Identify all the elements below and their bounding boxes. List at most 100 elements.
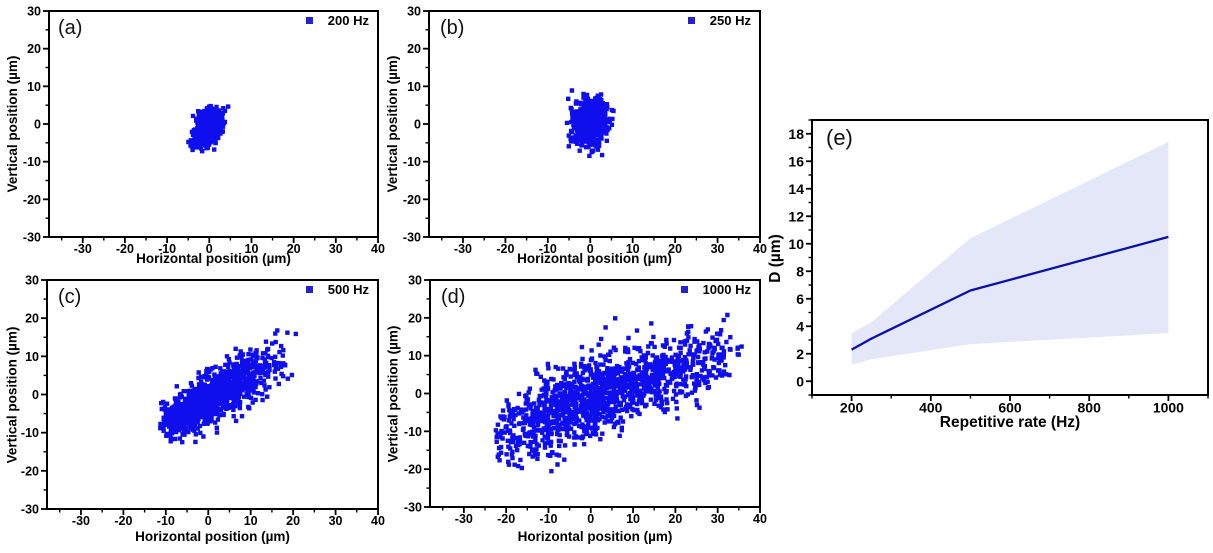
svg-text:-20: -20: [116, 242, 134, 256]
panel-e-x-axis-title: Repetitive rate (Hz): [939, 414, 1081, 431]
svg-text:-20: -20: [496, 242, 514, 256]
svg-text:40: 40: [371, 514, 385, 528]
svg-text:-30: -30: [404, 501, 422, 515]
svg-text:-10: -10: [23, 155, 41, 169]
svg-text:10: 10: [626, 512, 640, 526]
svg-text:-20: -20: [21, 464, 39, 478]
svg-text:16: 16: [788, 153, 804, 169]
svg-text:0: 0: [206, 242, 213, 256]
svg-text:10: 10: [407, 80, 421, 94]
svg-text:6: 6: [796, 291, 804, 307]
svg-text:-30: -30: [72, 514, 90, 528]
panel-d-label: (d): [441, 286, 466, 308]
svg-text:-20: -20: [403, 193, 421, 207]
svg-text:800: 800: [1078, 400, 1102, 416]
svg-text:-10: -10: [21, 426, 39, 440]
svg-text:10: 10: [626, 242, 640, 256]
svg-text:-30: -30: [23, 231, 41, 245]
panel-b-y-axis-title: Vertical position (µm): [385, 55, 400, 193]
panel-c-legend: 500 Hz: [305, 282, 369, 297]
svg-text:-10: -10: [539, 242, 557, 256]
panel-c-y-axis-title: Vertical position (µm): [4, 326, 20, 464]
svg-text:600: 600: [998, 400, 1022, 416]
panel-b-legend-label: 250 Hz: [709, 13, 751, 28]
square-marker-icon: [680, 286, 688, 293]
svg-text:10: 10: [245, 242, 259, 256]
svg-text:1000: 1000: [1153, 400, 1184, 416]
panel-c-legend-label: 500 Hz: [327, 282, 369, 297]
svg-text:-20: -20: [497, 512, 515, 526]
panel-d-x-axis-title: Horizontal position (µm): [517, 529, 673, 544]
panel-a-x-axis-title: Horizontal position (µm): [136, 251, 291, 266]
svg-text:20: 20: [286, 514, 300, 528]
panel-e-y-axis-title: D (µm): [767, 234, 784, 283]
svg-text:20: 20: [668, 242, 682, 256]
svg-text:0: 0: [414, 118, 421, 132]
svg-text:10: 10: [25, 350, 39, 364]
svg-text:30: 30: [408, 274, 422, 288]
svg-text:0: 0: [34, 118, 41, 132]
svg-text:40: 40: [371, 242, 385, 256]
panel-b-x-axis-title: Horizontal position (µm): [517, 251, 672, 266]
panel-d-legend-label: 1000 Hz: [702, 282, 751, 297]
svg-text:12: 12: [788, 208, 804, 224]
svg-text:4: 4: [796, 318, 804, 334]
square-marker-icon: [305, 286, 313, 293]
panel-b-label: (b): [440, 17, 465, 39]
svg-text:20: 20: [408, 311, 422, 325]
panel-d-y-axis-title: Vertical position (µm): [385, 325, 401, 463]
svg-text:40: 40: [753, 512, 767, 526]
panel-d-legend: 1000 Hz: [680, 282, 751, 297]
svg-text:18: 18: [788, 126, 804, 142]
svg-text:30: 30: [711, 242, 725, 256]
svg-text:30: 30: [329, 242, 343, 256]
svg-text:-10: -10: [404, 425, 422, 439]
svg-text:2: 2: [796, 346, 804, 362]
svg-text:-30: -30: [455, 512, 473, 526]
svg-text:-10: -10: [158, 242, 176, 256]
svg-text:-30: -30: [74, 242, 92, 256]
svg-text:30: 30: [27, 5, 41, 19]
svg-text:14: 14: [788, 181, 804, 197]
svg-text:-20: -20: [114, 514, 132, 528]
svg-text:30: 30: [329, 514, 343, 528]
panel-a-legend-label: 200 Hz: [327, 13, 369, 28]
svg-text:0: 0: [587, 242, 594, 256]
svg-text:-10: -10: [403, 155, 421, 169]
svg-text:20: 20: [25, 312, 39, 326]
svg-text:40: 40: [753, 242, 767, 256]
svg-text:8: 8: [796, 263, 804, 279]
svg-text:20: 20: [27, 42, 41, 56]
svg-text:0: 0: [796, 373, 804, 389]
svg-text:400: 400: [919, 400, 943, 416]
panel-a-label: (a): [58, 17, 83, 39]
svg-text:-10: -10: [157, 514, 175, 528]
svg-text:200: 200: [840, 400, 864, 416]
panel-b-legend: 250 Hz: [687, 13, 751, 28]
svg-text:10: 10: [408, 349, 422, 363]
svg-text:10: 10: [788, 236, 804, 252]
square-marker-icon: [687, 17, 695, 24]
svg-text:-30: -30: [454, 242, 472, 256]
svg-text:-20: -20: [23, 193, 41, 207]
square-marker-icon: [305, 17, 313, 24]
svg-text:10: 10: [244, 514, 258, 528]
panel-a-y-axis-title: Vertical position (µm): [5, 55, 20, 193]
panel-c-x-axis-title: Horizontal position (µm): [135, 529, 290, 544]
svg-text:20: 20: [668, 512, 682, 526]
svg-text:0: 0: [205, 514, 212, 528]
svg-text:-30: -30: [21, 503, 39, 517]
svg-text:0: 0: [415, 387, 422, 401]
svg-text:30: 30: [711, 512, 725, 526]
svg-text:-20: -20: [404, 463, 422, 477]
panel-a-legend: 200 Hz: [305, 13, 369, 28]
svg-text:30: 30: [407, 5, 421, 19]
svg-text:20: 20: [407, 42, 421, 56]
panel-c-label: (c): [58, 286, 82, 308]
svg-text:0: 0: [587, 512, 594, 526]
svg-text:30: 30: [25, 274, 39, 288]
panel-e-label: (e): [826, 125, 853, 150]
svg-text:-10: -10: [539, 512, 557, 526]
